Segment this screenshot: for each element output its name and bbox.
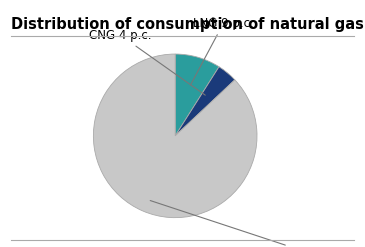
Text: Natural gas transported in pipes 87 p.c.: Natural gas transported in pipes 87 p.c. xyxy=(150,201,365,247)
Text: LNG 9 p.c.: LNG 9 p.c. xyxy=(191,17,254,85)
Wedge shape xyxy=(175,67,235,136)
Wedge shape xyxy=(93,54,257,218)
Text: CNG 4 p.c.: CNG 4 p.c. xyxy=(89,29,205,95)
Text: Distribution of consumption of natural gas in per cent: Distribution of consumption of natural g… xyxy=(11,17,365,32)
Wedge shape xyxy=(175,54,219,136)
